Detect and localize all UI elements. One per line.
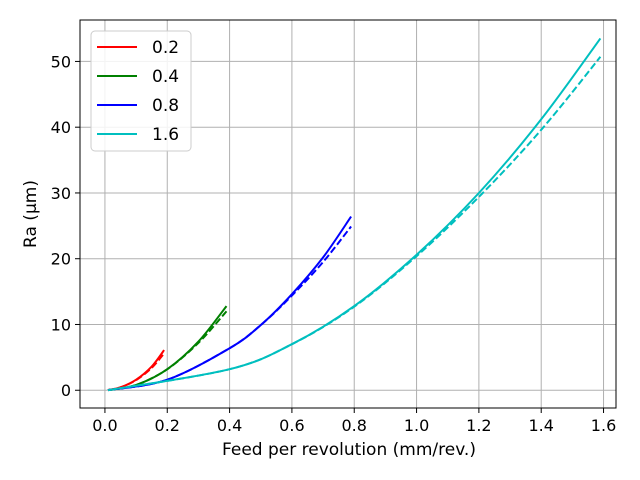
series-1.6-solid-line — [107, 37, 602, 392]
x-tick-label: 0.4 — [217, 416, 242, 435]
x-tick-label: 1.0 — [404, 416, 429, 435]
y-tick-label: 0 — [61, 381, 71, 400]
y-tick-label: 40 — [51, 118, 71, 137]
legend-label: 0.8 — [152, 96, 179, 116]
y-axis-label: Ra (µm) — [21, 180, 41, 248]
y-tick-label: 20 — [51, 250, 71, 269]
x-tick-label: 0.8 — [342, 416, 367, 435]
x-tick-label: 1.4 — [528, 416, 553, 435]
legend-box — [90, 30, 192, 152]
series-0.8-solid-line — [107, 216, 352, 392]
x-tick-label: 0.0 — [92, 416, 117, 435]
legend-label: 0.4 — [152, 67, 179, 87]
series-layer — [107, 37, 602, 392]
x-tick-label: 0.6 — [279, 416, 304, 435]
y-tick-label: 50 — [51, 52, 71, 71]
y-tick-label: 10 — [51, 315, 71, 334]
grid — [80, 20, 616, 408]
x-axis-label: Feed per revolution (mm/rev.) — [222, 440, 476, 460]
legend-label: 0.2 — [152, 38, 179, 58]
y-tick-label: 30 — [51, 184, 71, 203]
x-tick-label: 1.6 — [591, 416, 616, 435]
x-tick-label: 1.2 — [466, 416, 491, 435]
x-tick-label: 0.2 — [155, 416, 180, 435]
legend: 0.2 0.4 0.8 1.6 — [90, 30, 192, 152]
legend-label: 1.6 — [152, 125, 179, 145]
ticks: 0.0 0.2 0.4 0.6 0.8 1.0 1.2 1.4 1.6 0 10 20 30 40 50 — [51, 52, 617, 435]
plot-frame — [79, 19, 617, 409]
